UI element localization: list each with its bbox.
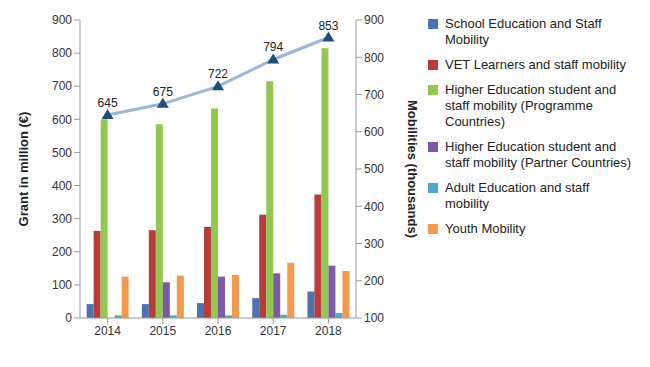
- svg-text:400: 400: [52, 179, 72, 193]
- svg-text:800: 800: [52, 46, 72, 60]
- svg-text:400: 400: [364, 200, 384, 214]
- svg-text:900: 900: [52, 13, 72, 27]
- svg-text:900: 900: [364, 13, 384, 27]
- svg-text:Mobilities (thousands): Mobilities (thousands): [405, 100, 420, 238]
- svg-text:200: 200: [364, 274, 384, 288]
- svg-text:645: 645: [98, 96, 118, 110]
- html-text:Higher Education student and s: Higher Education student and staff mobil…: [445, 139, 632, 170]
- svg-text:700: 700: [364, 88, 384, 102]
- svg-text:500: 500: [364, 162, 384, 176]
- svg-text:Grant in million (€): Grant in million (€): [16, 112, 31, 227]
- svg-text:2015: 2015: [149, 324, 176, 338]
- svg-text:675: 675: [153, 85, 173, 99]
- html-text:VET Learners and staff mobilit: VET Learners and staff mobility: [445, 57, 626, 72]
- svg-text:2018: 2018: [315, 324, 342, 338]
- svg-text:700: 700: [52, 79, 72, 93]
- svg-text:300: 300: [52, 212, 72, 226]
- html-text:Youth Mobility: Youth Mobility: [445, 221, 526, 236]
- svg-text:100: 100: [52, 278, 72, 292]
- svg-text:2017: 2017: [260, 324, 287, 338]
- svg-text:500: 500: [52, 146, 72, 160]
- svg-text:800: 800: [364, 51, 384, 65]
- svg-text:2014: 2014: [94, 324, 121, 338]
- svg-text:600: 600: [52, 113, 72, 127]
- svg-text:794: 794: [263, 40, 283, 54]
- svg-text:100: 100: [364, 311, 384, 325]
- svg-text:200: 200: [52, 245, 72, 259]
- svg-text:722: 722: [208, 67, 228, 81]
- svg-text:600: 600: [364, 125, 384, 139]
- svg-text:0: 0: [65, 311, 72, 325]
- svg-text:853: 853: [318, 19, 338, 33]
- html-text:School Education and Staff Mob: School Education and Staff Mobility: [445, 16, 602, 47]
- html-text:Adult Education and staff mobi: Adult Education and staff mobility: [445, 180, 590, 211]
- svg-text:300: 300: [364, 237, 384, 251]
- html-text:Higher Education student and s: Higher Education student and staff mobil…: [445, 82, 617, 129]
- svg-text:2016: 2016: [205, 324, 232, 338]
